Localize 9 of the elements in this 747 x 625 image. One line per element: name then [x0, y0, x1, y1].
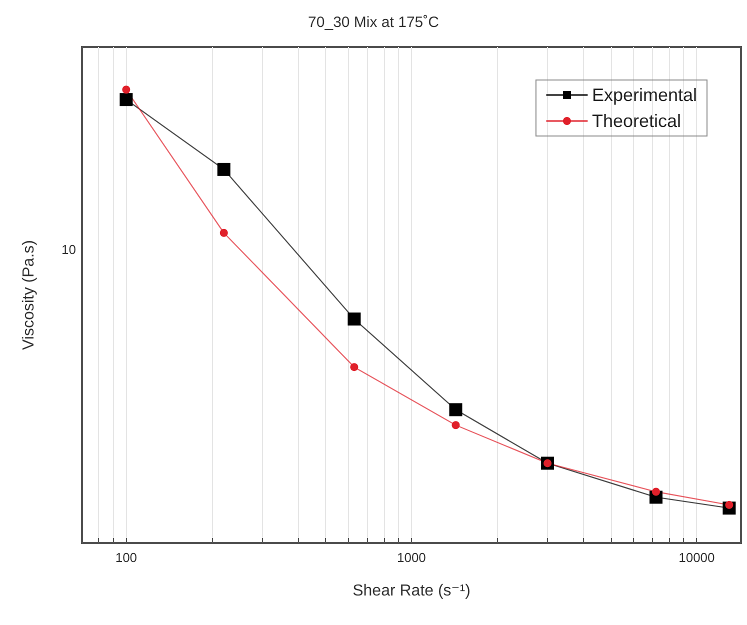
x-tick-label: 1000 [396, 550, 426, 565]
x-axis-title: Shear Rate (s⁻¹) [352, 582, 470, 600]
x-tick-label: 10000 [678, 550, 715, 565]
legend-label: Experimental [592, 85, 697, 105]
chart-title: 70_30 Mix at 175˚C [308, 14, 440, 31]
y-axis-title: Viscosity (Pa.s) [20, 240, 38, 350]
legend-label: Theoretical [592, 111, 681, 131]
x-tick-label: 100 [115, 550, 138, 565]
text: 10 [62, 242, 76, 257]
